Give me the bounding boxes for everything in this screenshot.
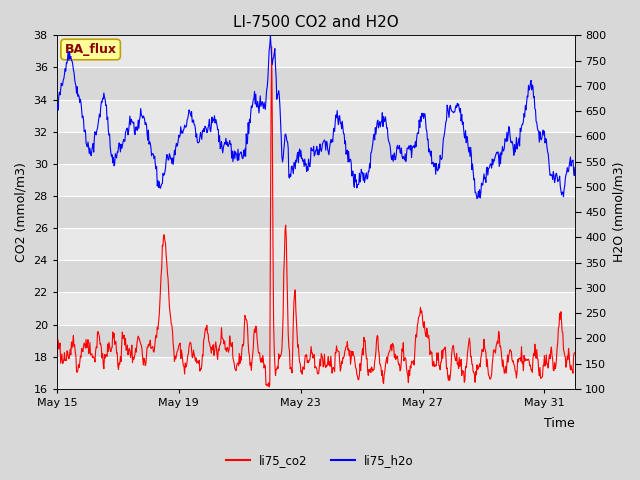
Bar: [57, 132, 575, 164]
Text: BA_flux: BA_flux: [65, 43, 116, 56]
Bar: [57, 196, 575, 228]
Bar: [57, 68, 575, 100]
Text: Time: Time: [544, 417, 575, 430]
Bar: [57, 164, 575, 196]
Bar: [57, 260, 575, 292]
Bar: [57, 324, 575, 357]
Bar: [57, 36, 575, 68]
Title: LI-7500 CO2 and H2O: LI-7500 CO2 and H2O: [233, 15, 399, 30]
Y-axis label: H2O (mmol/m3): H2O (mmol/m3): [612, 162, 625, 263]
Bar: [57, 228, 575, 260]
Bar: [57, 357, 575, 389]
Y-axis label: CO2 (mmol/m3): CO2 (mmol/m3): [15, 162, 28, 262]
Legend: li75_co2, li75_h2o: li75_co2, li75_h2o: [221, 449, 419, 472]
Bar: [57, 292, 575, 324]
Bar: [57, 100, 575, 132]
